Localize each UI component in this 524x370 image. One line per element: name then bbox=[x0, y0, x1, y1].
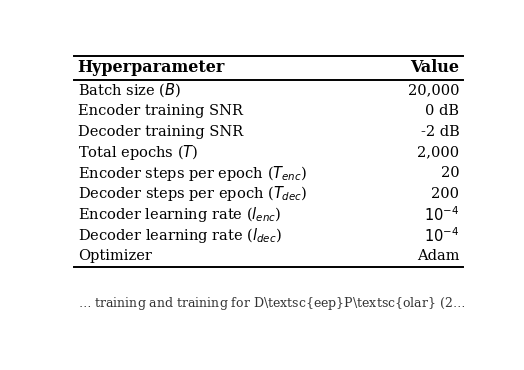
Text: Encoder steps per epoch ($T_{enc}$): Encoder steps per epoch ($T_{enc}$) bbox=[78, 164, 307, 183]
Text: Encoder learning rate ($l_{enc}$): Encoder learning rate ($l_{enc}$) bbox=[78, 205, 281, 224]
Text: 20,000: 20,000 bbox=[408, 83, 460, 97]
Text: Encoder training SNR: Encoder training SNR bbox=[78, 104, 243, 118]
Text: Adam: Adam bbox=[417, 249, 460, 263]
Text: $10^{-4}$: $10^{-4}$ bbox=[424, 226, 460, 245]
Text: Batch size ($B$): Batch size ($B$) bbox=[78, 81, 181, 99]
Text: $\ldots$ training and training for D\textsc{eep}P\textsc{olar} (2$\ldots$: $\ldots$ training and training for D\tex… bbox=[78, 295, 465, 312]
Text: $10^{-4}$: $10^{-4}$ bbox=[424, 205, 460, 224]
Text: 2,000: 2,000 bbox=[417, 145, 460, 159]
Text: 0 dB: 0 dB bbox=[425, 104, 460, 118]
Text: Total epochs ($T$): Total epochs ($T$) bbox=[78, 143, 198, 162]
Text: 20: 20 bbox=[441, 166, 460, 180]
Text: Optimizer: Optimizer bbox=[78, 249, 151, 263]
Text: Hyperparameter: Hyperparameter bbox=[78, 59, 225, 76]
Text: Value: Value bbox=[410, 59, 460, 76]
Text: Decoder steps per epoch ($T_{dec}$): Decoder steps per epoch ($T_{dec}$) bbox=[78, 184, 307, 204]
Text: -2 dB: -2 dB bbox=[421, 125, 460, 139]
Text: Decoder learning rate ($l_{dec}$): Decoder learning rate ($l_{dec}$) bbox=[78, 226, 281, 245]
Text: 200: 200 bbox=[431, 187, 460, 201]
Text: Decoder training SNR: Decoder training SNR bbox=[78, 125, 243, 139]
